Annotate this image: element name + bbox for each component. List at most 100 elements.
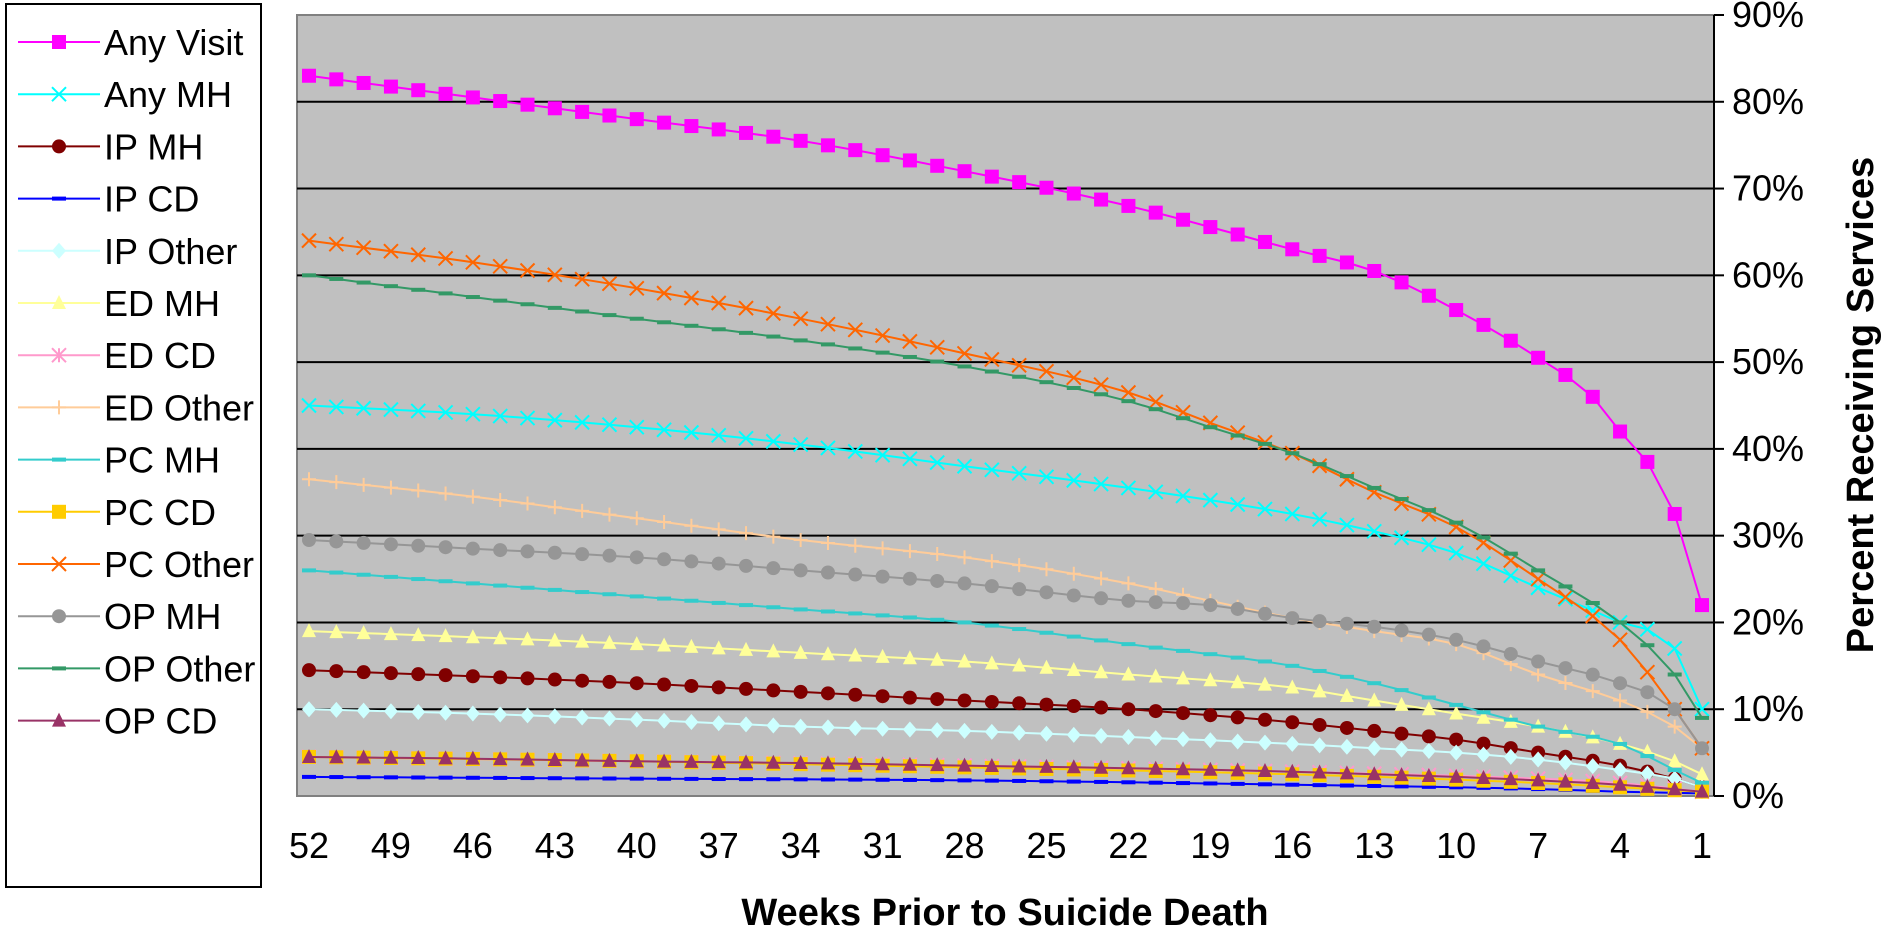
data-point <box>1285 715 1300 730</box>
data-point <box>820 755 835 770</box>
data-point <box>1503 717 1518 722</box>
data-point <box>1367 740 1382 757</box>
data-point <box>929 454 945 471</box>
data-point <box>820 646 835 661</box>
series-line <box>308 708 1703 789</box>
data-point <box>575 309 590 314</box>
data-point <box>438 486 453 501</box>
data-point <box>1039 585 1054 600</box>
data-point <box>1066 369 1082 386</box>
y-axis-ticks: 0% 10% 20% 30% 40% 50% 60% 70% 80% 90% <box>1713 0 1804 816</box>
data-point <box>519 410 536 426</box>
data-point <box>792 311 809 327</box>
data-point <box>1640 754 1655 759</box>
data-point <box>1367 485 1382 490</box>
data-point <box>356 572 371 577</box>
x-tick-label: 25 <box>1026 825 1066 866</box>
data-point <box>1120 480 1137 496</box>
data-point <box>1203 220 1218 235</box>
data-point <box>1012 558 1027 573</box>
data-point <box>302 774 316 779</box>
data-point <box>848 777 863 782</box>
data-point <box>520 97 535 112</box>
data-point <box>1421 288 1436 303</box>
data-point <box>1148 730 1163 747</box>
data-point <box>1367 692 1382 707</box>
data-point <box>492 258 508 275</box>
data-point <box>1176 416 1191 421</box>
data-point <box>302 748 316 763</box>
data-point <box>1695 741 1709 756</box>
data-point <box>1476 710 1491 715</box>
y-tick-label: 60% <box>1732 254 1804 295</box>
data-point <box>575 673 590 688</box>
data-point <box>1339 720 1354 735</box>
data-point <box>848 611 863 616</box>
data-point <box>465 581 480 586</box>
data-point <box>629 511 644 526</box>
data-point <box>520 585 535 590</box>
x-axis-title: Weeks Prior to Suicide Death <box>741 892 1268 932</box>
data-point <box>766 129 781 144</box>
data-point <box>902 354 917 359</box>
data-point <box>1449 303 1464 318</box>
data-point <box>1176 731 1191 748</box>
data-point <box>684 753 699 768</box>
data-point <box>1312 668 1327 673</box>
data-point <box>465 489 480 504</box>
data-point <box>1421 536 1437 553</box>
data-point <box>1066 779 1081 784</box>
data-point <box>1121 780 1136 785</box>
data-point <box>1449 785 1464 790</box>
data-point <box>1421 729 1436 744</box>
series-ip-other <box>302 701 1709 796</box>
data-point <box>820 316 836 332</box>
data-point <box>1203 598 1218 613</box>
data-point <box>1667 672 1682 677</box>
data-point <box>1558 773 1573 788</box>
data-point <box>1449 705 1464 720</box>
data-point <box>1257 501 1273 517</box>
x-tick-label: 40 <box>617 825 657 866</box>
data-point <box>575 503 590 518</box>
data-point <box>493 298 508 303</box>
legend-marker <box>52 242 66 259</box>
data-point <box>629 594 644 599</box>
data-point <box>1285 242 1300 257</box>
data-point <box>1640 685 1655 700</box>
data-point <box>1176 596 1191 611</box>
data-point <box>711 777 726 782</box>
data-point <box>820 609 835 614</box>
data-point <box>930 778 945 783</box>
data-point <box>1120 384 1137 401</box>
data-point <box>629 419 645 435</box>
series-op-cd <box>302 748 1709 798</box>
data-point <box>1531 654 1546 669</box>
data-point <box>848 647 863 662</box>
data-point <box>629 112 644 127</box>
data-point <box>1421 784 1436 789</box>
data-point <box>1121 642 1136 647</box>
data-point <box>547 305 562 310</box>
data-point <box>493 630 508 645</box>
data-point <box>984 579 999 594</box>
legend-item: OP CD <box>18 701 217 742</box>
data-point <box>793 607 808 612</box>
data-point <box>1667 719 1682 734</box>
data-point <box>1640 778 1655 793</box>
data-point <box>1339 255 1354 270</box>
series-line <box>308 669 1703 789</box>
data-point <box>820 138 835 153</box>
data-point <box>1585 608 1601 624</box>
data-point <box>438 291 453 296</box>
legend-item: OP Other <box>18 648 255 689</box>
legend-label: IP MH <box>104 126 203 167</box>
x-tick-label: 49 <box>371 825 411 866</box>
legend-marker <box>51 556 67 572</box>
data-point <box>601 417 618 433</box>
legend-marker <box>51 347 67 363</box>
data-point <box>1667 702 1682 717</box>
data-point <box>820 719 835 736</box>
data-point <box>465 90 480 105</box>
data-point <box>820 565 835 580</box>
